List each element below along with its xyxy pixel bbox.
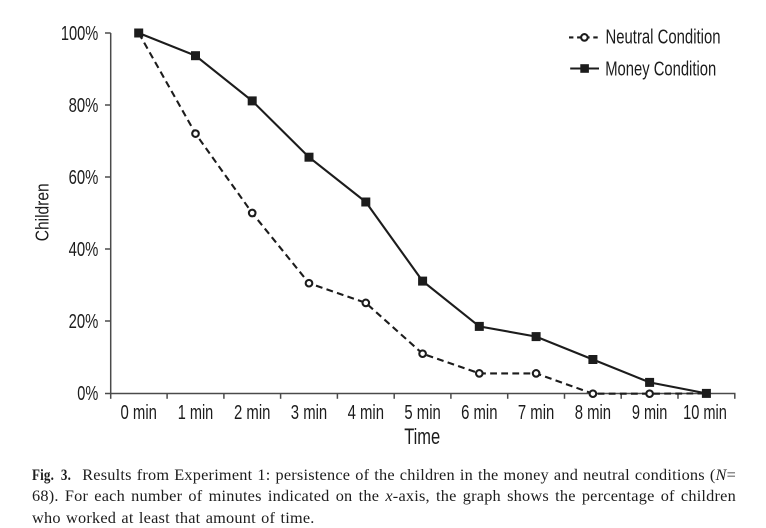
- svg-text:1 min: 1 min: [178, 402, 214, 424]
- svg-text:Money Condition: Money Condition: [605, 59, 716, 81]
- svg-text:20%: 20%: [69, 311, 99, 333]
- svg-text:100%: 100%: [61, 23, 99, 45]
- svg-text:0%: 0%: [77, 383, 98, 405]
- svg-text:9 min: 9 min: [632, 402, 668, 424]
- svg-text:6 min: 6 min: [461, 402, 497, 424]
- svg-text:60%: 60%: [69, 167, 99, 189]
- svg-text:80%: 80%: [69, 95, 99, 117]
- svg-text:Children: Children: [32, 183, 53, 241]
- svg-text:4 min: 4 min: [348, 402, 384, 424]
- svg-text:Neutral Condition: Neutral Condition: [606, 27, 721, 49]
- svg-text:40%: 40%: [69, 239, 99, 261]
- svg-text:7 min: 7 min: [518, 402, 554, 424]
- svg-text:3 min: 3 min: [291, 402, 327, 424]
- svg-text:8 min: 8 min: [575, 402, 611, 424]
- svg-text:5 min: 5 min: [404, 402, 440, 424]
- svg-text:0 min: 0 min: [121, 402, 157, 424]
- svg-text:Time: Time: [404, 424, 440, 449]
- svg-text:2 min: 2 min: [234, 402, 270, 424]
- svg-text:10 min: 10 min: [683, 402, 727, 424]
